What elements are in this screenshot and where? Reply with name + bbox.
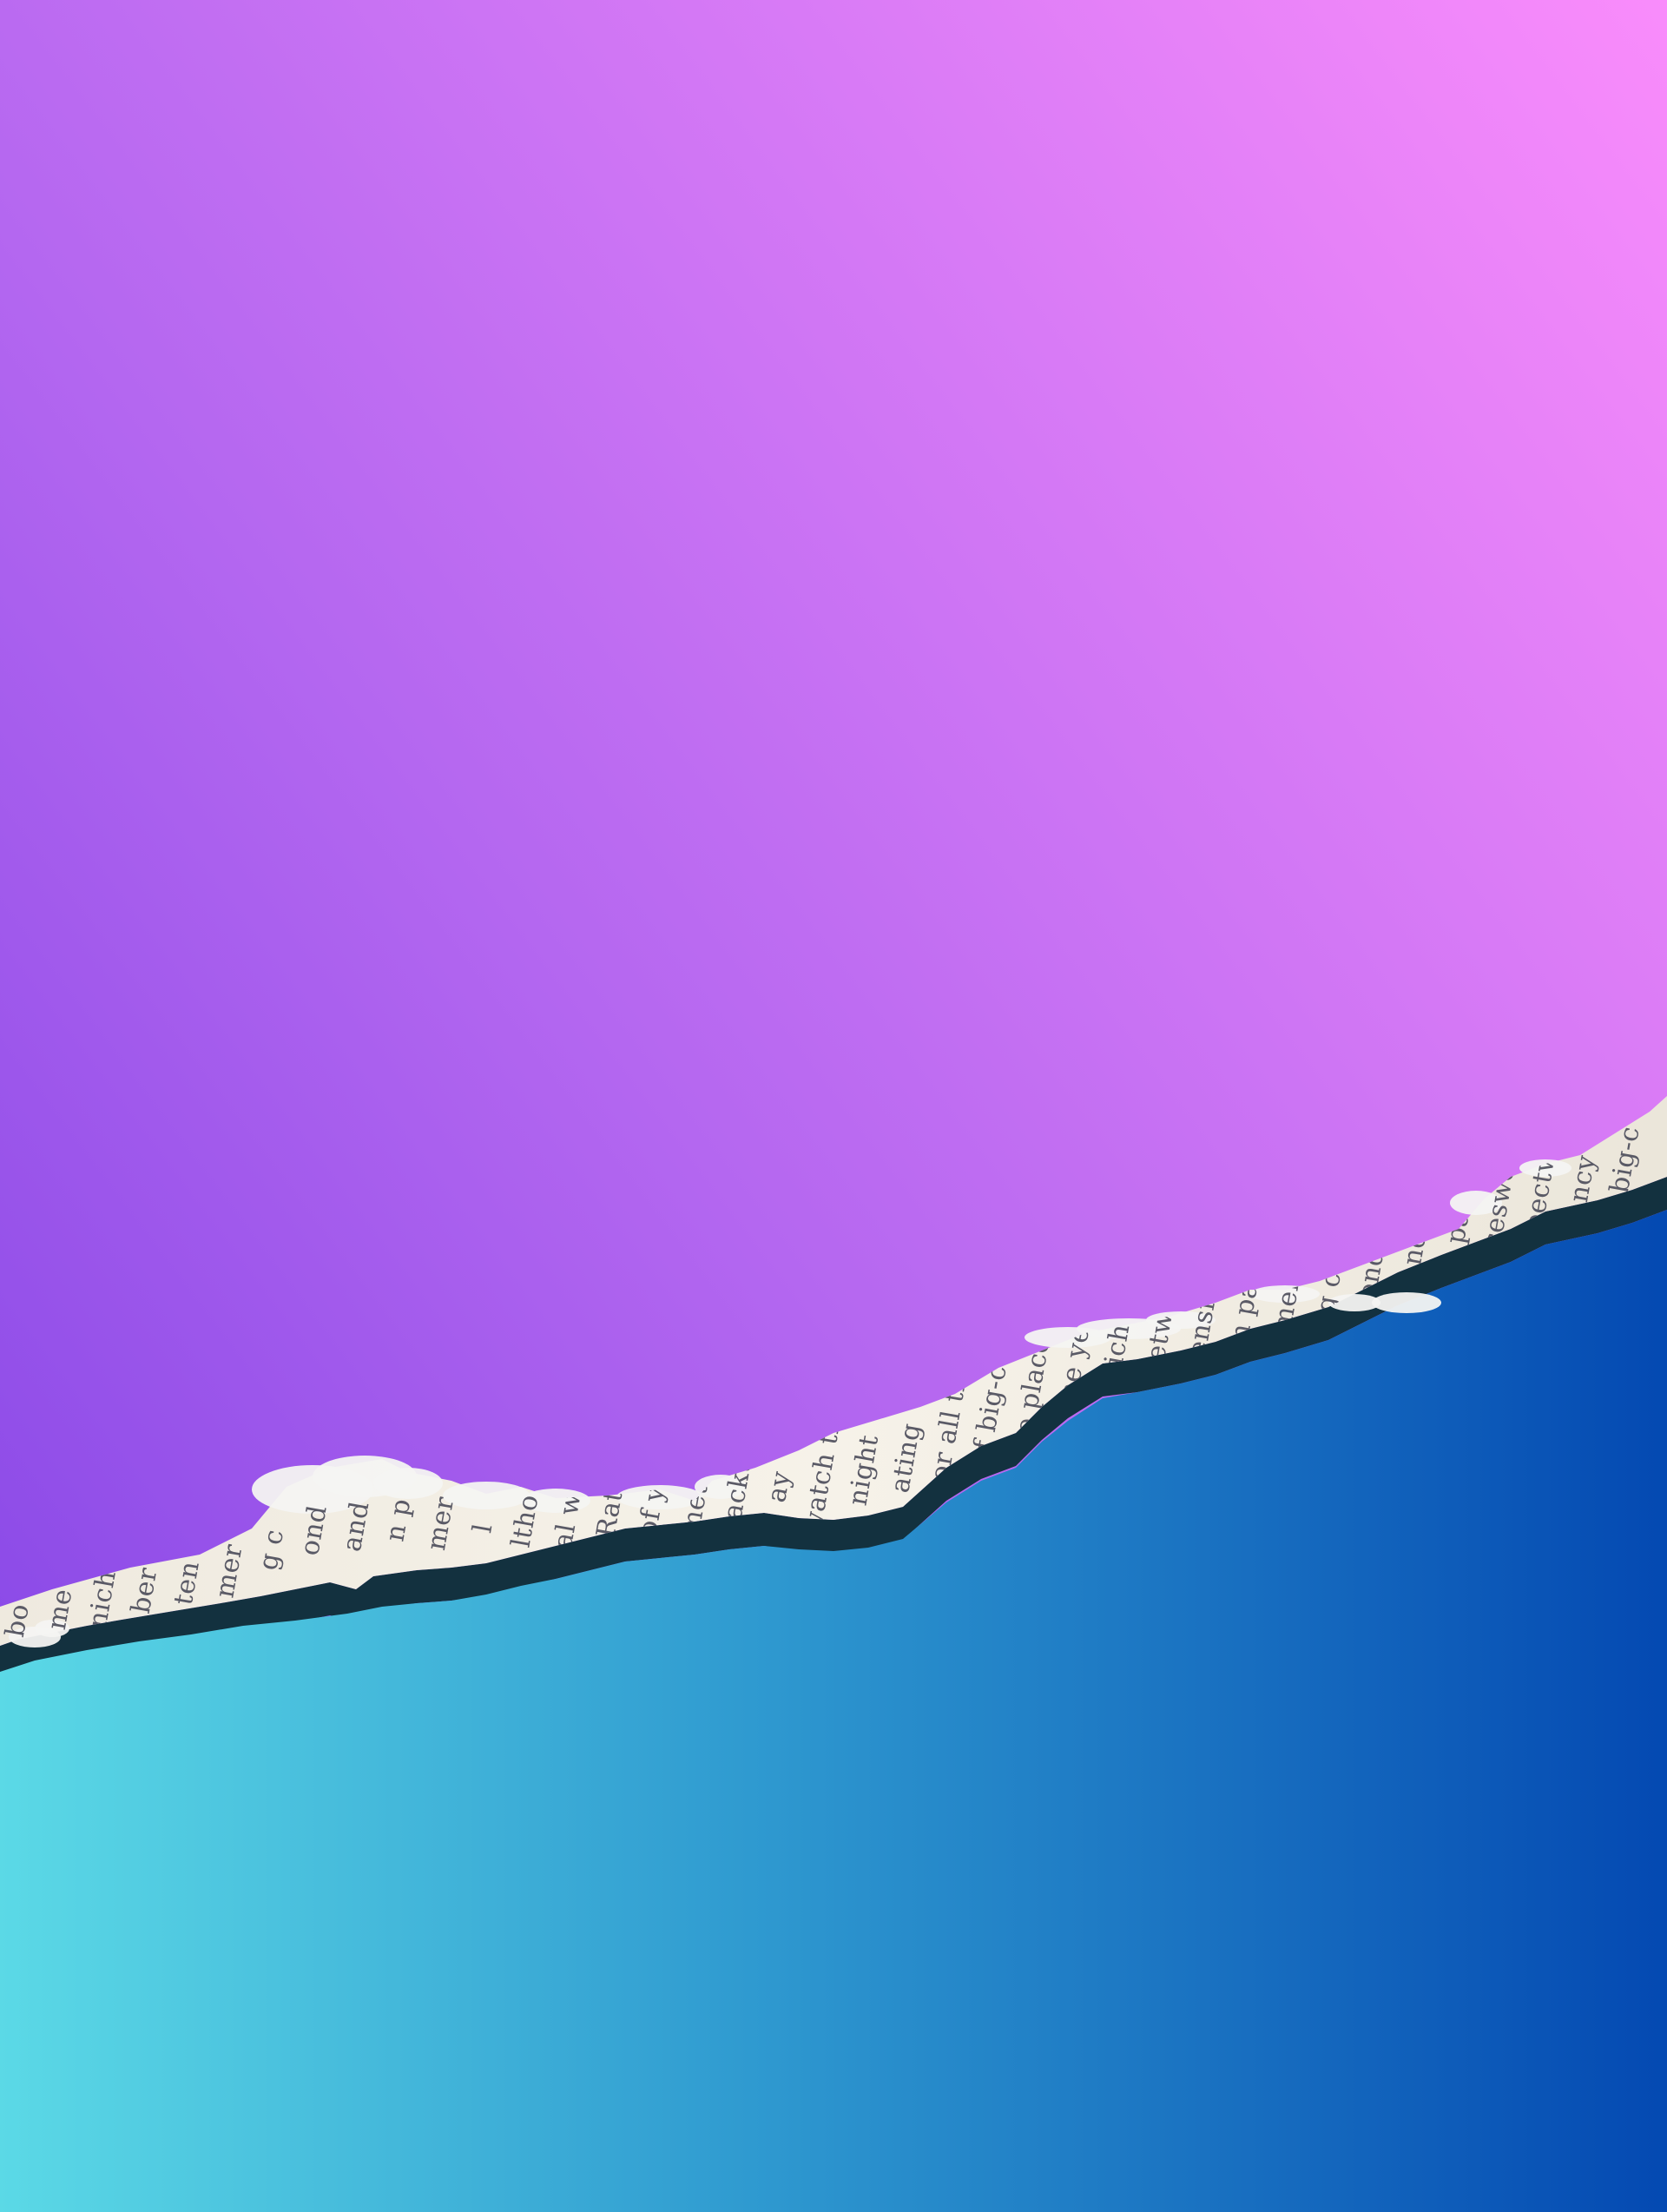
paper-fibre <box>1146 1311 1216 1329</box>
torn-newspaper-strip <box>0 1096 1667 1646</box>
paper-fibre <box>1372 1292 1441 1313</box>
newspaper-word: me <box>42 1587 79 1633</box>
paper-fibre <box>1519 1159 1571 1177</box>
newspaper-word: ay <box>761 1469 797 1504</box>
tear-shadow <box>0 1177 1667 1679</box>
newspaper-word: g c <box>253 1527 290 1572</box>
paper-fibre <box>521 1489 590 1513</box>
paper-fibre <box>616 1485 703 1509</box>
blue-gradient-panel <box>0 1210 1667 2212</box>
paper-fibre <box>35 1620 69 1637</box>
paper-fibre <box>1450 1191 1502 1215</box>
newspaper-word: n p <box>379 1496 417 1544</box>
torn-paper-fibres <box>9 1159 1571 1647</box>
paper-fibre <box>695 1475 747 1499</box>
paper-fibre <box>1328 1294 1380 1311</box>
paper-fibre <box>1250 1285 1320 1303</box>
paper-fibre <box>373 1468 443 1499</box>
paper-fibre <box>443 1482 530 1509</box>
newspaper-word: ten <box>168 1559 206 1608</box>
newspaper-word: bo <box>0 1601 36 1640</box>
